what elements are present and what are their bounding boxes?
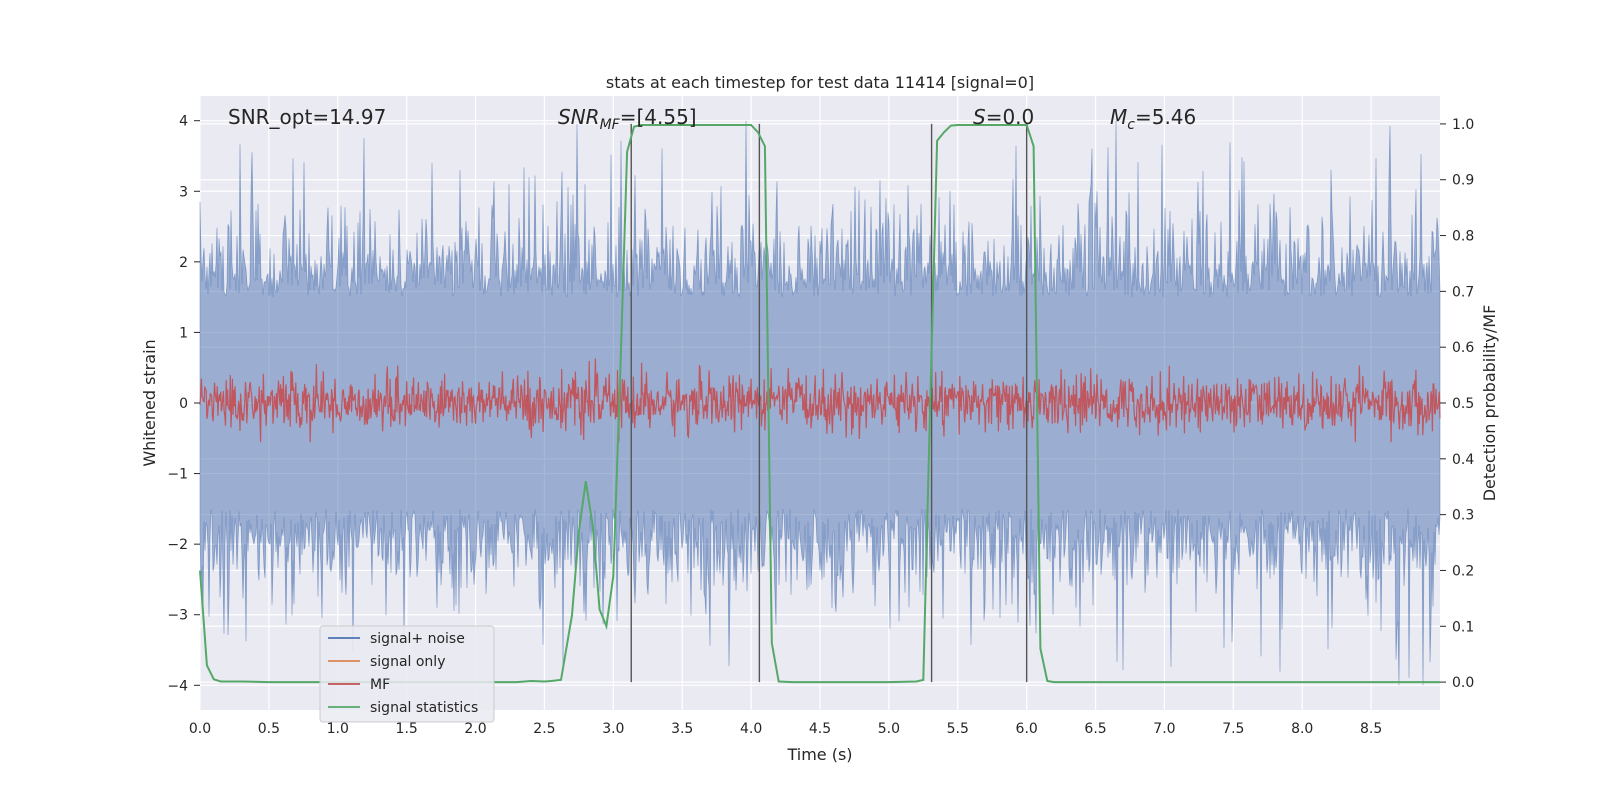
annotation-mc-sub: c [1127,117,1135,133]
y2-tick-label: 0.5 [1452,396,1474,412]
y-tick-label: −3 [167,608,188,624]
vertical-markers [630,123,1028,683]
x-tick-label: 4.5 [809,721,831,737]
legend-label-noise: signal+ noise [370,631,465,647]
legend-label-mf: MF [370,677,390,693]
annotation-mc: Mc=5.46 [1110,105,1196,133]
y2-tick-label: 0.9 [1452,173,1474,189]
y-tick-label: −1 [167,467,188,483]
y-tick-label: 1 [179,325,188,341]
y-tick-label: 2 [179,255,188,271]
x-tick-label: 7.5 [1222,721,1244,737]
annotation-s: S=0.0 [973,105,1034,129]
x-tick-label: 2.0 [464,721,486,737]
y2-tick-label: 0.6 [1452,340,1474,356]
annotation-mc-main: M [1110,105,1127,129]
series-mf [199,358,1441,443]
y2-tick-label: 0.2 [1452,563,1474,579]
x-tick-label: 3.5 [671,721,693,737]
x-tick-label: 2.5 [533,721,555,737]
y-tick-label: 0 [179,396,188,412]
x-tick-label: 5.0 [878,721,900,737]
y-tick-label: −4 [167,678,188,694]
x-tick-label: 6.0 [1016,721,1038,737]
legend-frame [319,625,495,723]
y-tick-label: 3 [179,184,188,200]
annotation-s-value: =0.0 [986,105,1035,129]
annotation-s-main: S [973,105,986,129]
y2-tick-label: 1.0 [1452,117,1474,133]
x-tick-label: 6.5 [1084,721,1106,737]
y-axis-label: Whitened strain [140,339,159,466]
y-tick-label: −2 [167,537,188,553]
y2-tick-label: 0.8 [1452,229,1474,245]
y-tick-label: 4 [179,114,188,130]
annotation-snr-mf-main: SNR [558,105,600,129]
y2-tick-label: 0.4 [1452,452,1474,468]
x-tick-label: 8.0 [1291,721,1313,737]
y2-tick-label: 0.1 [1452,619,1474,635]
x-tick-label: 0.5 [258,721,280,737]
chart-title: stats at each timestep for test data 114… [606,73,1034,92]
x-tick-label: 1.5 [396,721,418,737]
x-tick-label: 1.0 [327,721,349,737]
y2-tick-label: 0.3 [1452,508,1474,524]
y2-tick-label: 0.7 [1452,284,1474,300]
x-axis-label: Time (s) [786,745,852,764]
x-tick-label: 5.5 [947,721,969,737]
annotation-snr-mf-sub: MF [600,117,621,133]
legend: signal+ noise signal only MF signal stat… [319,625,495,723]
annotation-snr-opt: SNR_opt=14.97 [228,105,386,129]
legend-label-signal-only: signal only [370,654,445,670]
x-tick-label: 0.0 [189,721,211,737]
annotation-snr-mf-value: =[4.55] [620,105,697,129]
x-tick-label: 7.0 [1153,721,1175,737]
x-tick-label: 3.0 [602,721,624,737]
x-tick-label: 8.5 [1360,721,1382,737]
x-tick-label: 4.0 [740,721,762,737]
ticks: 0.0 0.5 1.0 1.5 2.0 2.5 3.0 3.5 4.0 4.5 5.0 5.5 6.0 6… [167,114,1474,737]
y2-tick-label: 0.0 [1452,675,1474,691]
legend-label-statistics: signal statistics [370,700,478,716]
mf-line [199,358,1441,443]
annotation-snr-mf: SNRMF=[4.55] [558,105,697,133]
y2-axis-label: Detection probability/MF [1480,305,1499,502]
annotation-mc-value: =5.46 [1135,105,1196,129]
